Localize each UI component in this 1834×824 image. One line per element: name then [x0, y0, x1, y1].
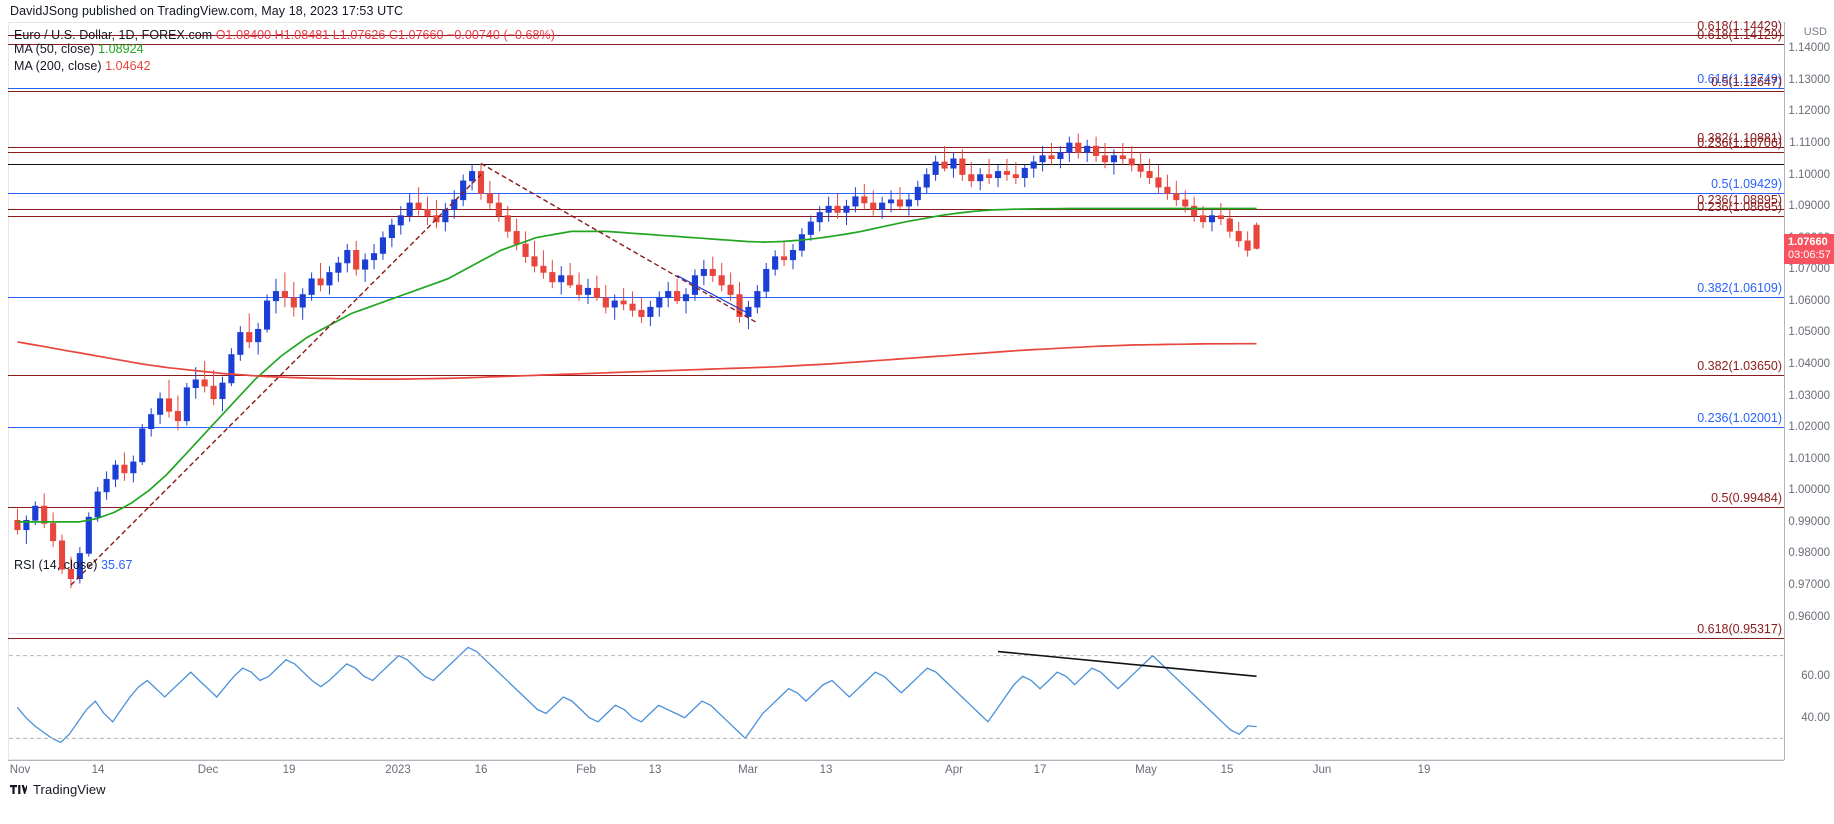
current-price-value: 1.07660	[1788, 236, 1828, 249]
time-tick-label: 15	[1220, 764, 1234, 776]
time-tick-label: 19	[282, 764, 296, 776]
price-tick-label: 1.07000	[1788, 263, 1830, 276]
fib-level-line[interactable]	[8, 192, 1784, 194]
time-tick-label: 13	[648, 764, 662, 776]
fib-level-label: 0.5(1.09429)	[1711, 176, 1782, 191]
fib-level-line[interactable]	[8, 375, 1784, 377]
fib-level-label: 0.382(1.03650)	[1697, 359, 1782, 374]
fib-level-label: 0.5(0.99484)	[1711, 490, 1782, 505]
fib-level-label: 0.236(1.02001)	[1697, 411, 1782, 426]
price-tick-label: 1.14000	[1788, 42, 1830, 55]
time-tick-label: Apr	[945, 764, 963, 776]
fib-level-line[interactable]	[8, 427, 1784, 429]
price-tick-label: 1.11000	[1789, 136, 1830, 149]
time-tick-label: Feb	[576, 764, 596, 776]
fib-level-label: 0.236(1.08695)	[1697, 199, 1782, 214]
fib-level-line[interactable]	[8, 215, 1784, 217]
price-scale-unit: USD	[1803, 26, 1827, 38]
ohlc-high-value: 1.08481	[283, 28, 330, 42]
ohlc-low-value: 1.07626	[339, 28, 386, 42]
time-tick-label: 2023	[385, 764, 411, 776]
fib-level-line[interactable]	[8, 87, 1784, 89]
fib-level-label: 0.382(1.06109)	[1697, 281, 1782, 296]
fib-level-segment[interactable]	[585, 90, 1784, 92]
current-price-tag[interactable]: 1.07660 03:06:57	[1784, 234, 1834, 265]
price-chart-panel[interactable]	[8, 22, 1784, 634]
ma50-legend[interactable]: MA (50, close) 1.08924	[14, 42, 144, 56]
brand-name: TradingView	[33, 782, 106, 797]
fib-level-label: 0.618(0.95317)	[1697, 622, 1782, 637]
time-tick-label: 14	[91, 764, 105, 776]
price-tick-label: 1.13000	[1788, 73, 1830, 86]
candlestick-plot[interactable]	[9, 23, 1783, 633]
rsi-label: RSI (14, close)	[14, 558, 98, 572]
fib-level-line[interactable]	[8, 506, 1784, 508]
price-scale[interactable]: USD 1.14000 1.13000 1.12000 1.11000 1.10000 1…	[1784, 22, 1834, 760]
time-tick-label: Nov	[9, 764, 31, 776]
ohlc-low-label: L	[332, 28, 340, 42]
ohlc-open-value: 1.08400	[225, 28, 272, 42]
price-tick-label: 1.02000	[1788, 421, 1830, 434]
price-tick-label: 1.09000	[1788, 200, 1830, 213]
price-tick-label: 1.04000	[1788, 357, 1830, 370]
time-tick-label: Dec	[197, 764, 219, 776]
rsi-legend[interactable]: RSI (14, close) 35.67	[14, 558, 132, 572]
time-tick-label: Jun	[1312, 764, 1332, 776]
ohlc-high-label: H	[274, 28, 284, 42]
symbol-name: Euro / U.S. Dollar, 1D, FOREX.com	[14, 28, 213, 42]
price-tick-label: 0.97000	[1788, 579, 1830, 591]
fib-level-line[interactable]	[8, 297, 1784, 299]
time-tick-label: 19	[1417, 764, 1431, 776]
time-tick-label: Mar	[738, 764, 758, 776]
tradingview-branding[interactable]: TradingView	[10, 782, 106, 797]
price-tick-label: 1.03000	[1788, 389, 1830, 402]
price-tick-label: 1.05000	[1788, 326, 1830, 339]
price-tick-label: 0.99000	[1788, 515, 1830, 528]
time-tick-label: 16	[474, 764, 488, 776]
price-tick-label: 0.96000	[1788, 610, 1830, 623]
rsi-value: 35.67	[100, 558, 133, 572]
fib-level-line[interactable]	[8, 209, 1784, 211]
ohlc-close-label: C	[388, 28, 398, 42]
rsi-tick-label: 60.00	[1801, 670, 1830, 683]
ohlc-change-value: −0.00740 (−0.68%)	[447, 28, 555, 42]
price-tick-label: 0.98000	[1788, 547, 1830, 560]
price-tick-label: 1.00000	[1788, 484, 1830, 497]
rsi-plot[interactable]	[9, 635, 1783, 759]
fib-level-segment[interactable]	[600, 34, 1784, 36]
fib-level-label: 0.618(1.12749)	[1697, 71, 1782, 86]
fib-level-line[interactable]	[8, 638, 1784, 640]
time-tick-label: 17	[1033, 764, 1047, 776]
price-tick-label: 1.06000	[1788, 294, 1830, 307]
ma200-legend[interactable]: MA (200, close) 1.04642	[14, 59, 151, 73]
symbol-legend[interactable]: Euro / U.S. Dollar, 1D, FOREX.com O1.084…	[14, 28, 555, 42]
ma200-value: 1.04642	[105, 59, 151, 73]
support-resistance-line[interactable]	[8, 164, 1784, 166]
fib-level-label: 0.618(1.14429)	[1697, 18, 1782, 33]
fib-level-label: 0.5(1.12647)	[1711, 74, 1782, 89]
time-tick-label: May	[1135, 764, 1157, 776]
rsi-panel[interactable]	[8, 634, 1784, 760]
ohlc-close-value: 1.07660	[397, 28, 444, 42]
time-scale[interactable]: Nov 14 Dec 19 2023 16 Feb 13 Mar 13 Apr 17 May 15 Jun 1…	[8, 760, 1784, 782]
ohlc-open-label: O	[215, 28, 226, 42]
price-tick-label: 1.10000	[1788, 168, 1830, 181]
ma50-value: 1.08924	[98, 42, 144, 56]
bar-countdown: 03:06:57	[1788, 249, 1831, 262]
ma50-label: MA (50, close)	[14, 42, 95, 56]
fib-level-line[interactable]	[8, 152, 1784, 154]
time-tick-label: 13	[819, 764, 833, 776]
price-tick-label: 1.12000	[1788, 105, 1830, 118]
attribution-text: DavidJSong published on TradingView.com,…	[10, 4, 404, 18]
fib-level-label: 0.236(1.08895)	[1697, 193, 1782, 208]
fib-level-label: 0.382(1.10881)	[1697, 130, 1782, 145]
price-tick-label: 1.01000	[1788, 452, 1830, 465]
fib-level-segment[interactable]	[595, 146, 1784, 148]
tradingview-logo-icon	[10, 785, 27, 794]
fib-level-line[interactable]	[8, 44, 1784, 46]
ma200-label: MA (200, close)	[14, 59, 102, 73]
rsi-tick-label: 40.00	[1801, 711, 1830, 724]
